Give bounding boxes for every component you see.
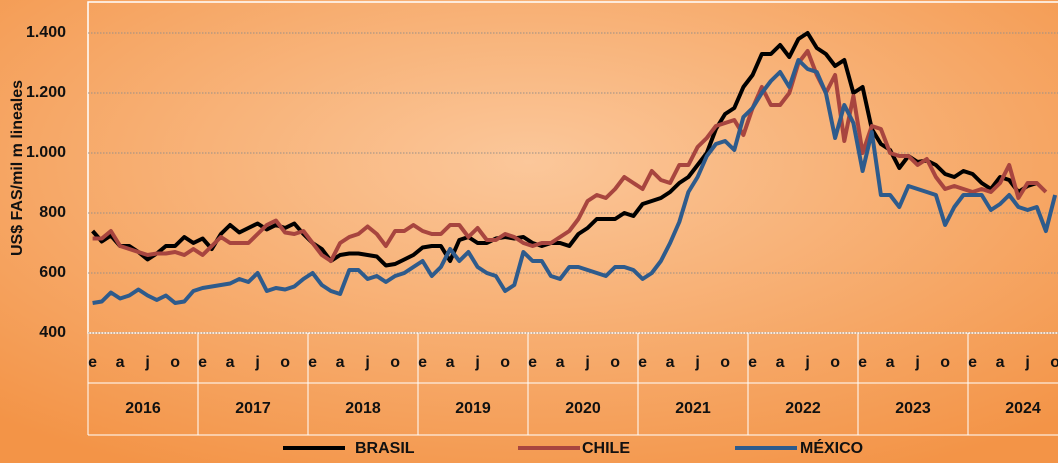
x-tick-label: e bbox=[638, 354, 647, 371]
year-label: 2018 bbox=[345, 400, 381, 417]
year-label: 2016 bbox=[125, 400, 161, 417]
x-tick-label: o bbox=[500, 354, 510, 371]
series-line bbox=[91, 31, 1038, 268]
x-tick-label: o bbox=[940, 354, 950, 371]
legend-label: MÉXICO bbox=[800, 438, 863, 457]
y-tick-label: 800 bbox=[39, 204, 66, 221]
y-tick-label: 1.000 bbox=[26, 144, 66, 161]
x-tick-label: o bbox=[720, 354, 730, 371]
x-tick-label: a bbox=[886, 354, 895, 371]
x-tick-label: j bbox=[914, 354, 919, 371]
x-tick-label: j bbox=[584, 354, 589, 371]
x-tick-label: j bbox=[694, 354, 699, 371]
x-tick-label: j bbox=[804, 354, 809, 371]
x-tick-label: a bbox=[556, 354, 565, 371]
x-tick-label: a bbox=[446, 354, 455, 371]
year-label: 2021 bbox=[675, 400, 711, 417]
x-tick-label: e bbox=[308, 354, 317, 371]
x-tick-label: o bbox=[390, 354, 400, 371]
x-tick-label: j bbox=[1024, 354, 1029, 371]
x-tick-label: j bbox=[144, 354, 149, 371]
x-tick-label: a bbox=[336, 354, 345, 371]
x-tick-label: j bbox=[364, 354, 369, 371]
year-label: 2017 bbox=[235, 400, 271, 417]
series-line bbox=[92, 58, 1058, 305]
x-tick-label: e bbox=[88, 354, 97, 371]
x-tick-label: e bbox=[968, 354, 977, 371]
x-tick-label: a bbox=[116, 354, 125, 371]
x-tick-label: o bbox=[1050, 354, 1058, 371]
x-tick-label: o bbox=[830, 354, 840, 371]
y-tick-label: 1.400 bbox=[26, 24, 66, 41]
y-tick-label: 1.200 bbox=[26, 84, 66, 101]
year-label: 2022 bbox=[785, 400, 821, 417]
year-label: 2020 bbox=[565, 400, 601, 417]
x-tick-label: o bbox=[170, 354, 180, 371]
y-tick-label: 600 bbox=[39, 264, 66, 281]
y-tick-label: 400 bbox=[39, 324, 66, 341]
x-tick-label: a bbox=[996, 354, 1005, 371]
x-tick-label: a bbox=[776, 354, 785, 371]
x-tick-label: e bbox=[198, 354, 207, 371]
x-tick-label: o bbox=[280, 354, 290, 371]
x-tick-label: o bbox=[610, 354, 620, 371]
legend-label: BRASIL bbox=[355, 440, 415, 457]
x-tick-label: e bbox=[528, 354, 537, 371]
x-tick-label: e bbox=[858, 354, 867, 371]
x-tick-label: j bbox=[474, 354, 479, 371]
year-label: 2023 bbox=[895, 400, 931, 417]
legend-label: CHILE bbox=[582, 440, 630, 457]
x-tick-label: a bbox=[226, 354, 235, 371]
x-tick-label: a bbox=[666, 354, 675, 371]
x-tick-label: e bbox=[418, 354, 427, 371]
x-tick-label: j bbox=[254, 354, 259, 371]
year-label: 2024 bbox=[1005, 400, 1041, 417]
series-line bbox=[92, 49, 1048, 263]
y-axis-label: US$ FAS/mil m lineales bbox=[9, 80, 26, 256]
x-tick-label: e bbox=[748, 354, 757, 371]
year-label: 2019 bbox=[455, 400, 491, 417]
